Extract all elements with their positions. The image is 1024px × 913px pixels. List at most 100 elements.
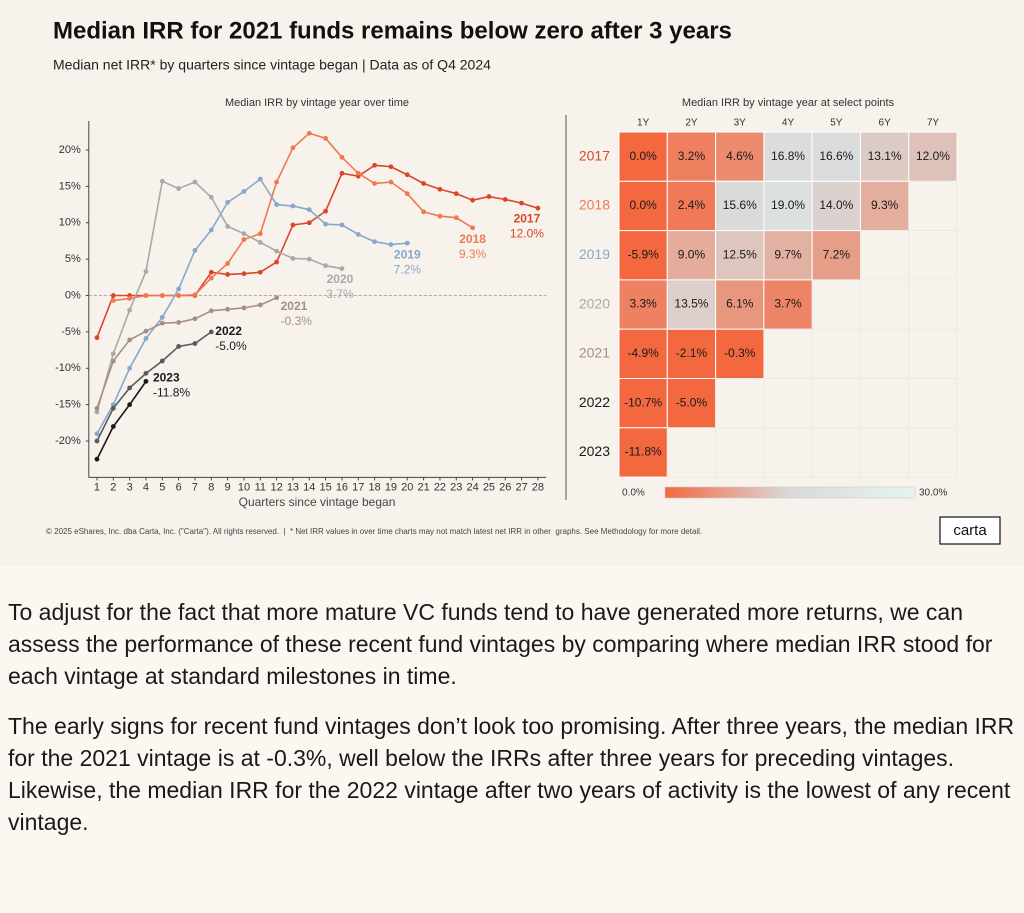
point [241, 271, 247, 277]
point [110, 405, 116, 411]
cell [811, 131, 862, 182]
logo: carta [953, 522, 987, 539]
y-tick-label: -10% [55, 362, 81, 374]
point [192, 316, 198, 322]
empty-cell [666, 427, 716, 478]
column-header: 4Y [782, 118, 795, 129]
point [225, 223, 231, 229]
column-header: 5Y [830, 118, 843, 129]
cell-label: -11.8% [625, 445, 662, 459]
chart: Median IRR for 2021 funds remains below … [46, 17, 1001, 545]
x-tick-label: 26 [499, 481, 511, 493]
point [453, 215, 459, 221]
row-label: 2023 [579, 443, 610, 459]
point [94, 409, 100, 415]
cell-label: -2.1% [676, 346, 708, 360]
point [257, 240, 263, 245]
article: To adjust for the fact that more mature … [8, 596, 1018, 856]
end-value-label: 7.2% [394, 262, 422, 276]
empty-cell [908, 328, 958, 379]
row-label: 2017 [579, 147, 610, 163]
end-value-label: 3.7% [326, 287, 354, 301]
cell-label: 16.8% [771, 149, 805, 163]
point [192, 292, 198, 298]
x-tick-label: 17 [352, 481, 364, 493]
cell [618, 427, 668, 478]
y-tick-label: 20% [59, 144, 81, 156]
x-tick-label: 19 [385, 481, 397, 493]
cell-label: 6.1% [726, 297, 754, 311]
cell [618, 230, 668, 281]
point [306, 220, 312, 226]
x-tick-label: 20 [401, 481, 413, 493]
paragraph: To adjust for the fact that more mature … [8, 599, 993, 689]
cell-label: 3.2% [678, 149, 706, 163]
point [437, 186, 443, 192]
cell-label: 7.2% [823, 247, 851, 261]
point [257, 302, 263, 308]
point [257, 269, 263, 275]
point [241, 305, 247, 311]
end-value-label: 9.3% [459, 247, 487, 261]
point [127, 385, 133, 391]
point [176, 293, 182, 298]
point [323, 208, 329, 214]
row-label: 2020 [579, 295, 610, 311]
cell-label: -5.9% [627, 247, 659, 261]
point [208, 275, 214, 281]
point [306, 130, 312, 136]
y-tick-label: 10% [59, 217, 81, 229]
point [470, 225, 476, 231]
series-line [96, 296, 277, 409]
point [502, 197, 508, 202]
cell [618, 328, 668, 380]
x-tick-label: 14 [303, 481, 315, 493]
x-axis-label: Quarters since vintage began [239, 495, 396, 509]
point [159, 358, 165, 364]
cell-label: 12.0% [916, 149, 950, 163]
point [110, 293, 116, 298]
cell-label: 0.0% [629, 149, 657, 163]
x-tick-label: 27 [515, 481, 527, 493]
point [143, 328, 149, 334]
point [208, 269, 214, 275]
cell-label: -0.3% [724, 346, 756, 360]
empty-cell [763, 378, 813, 429]
cell [666, 279, 717, 330]
point [176, 320, 182, 325]
point [372, 239, 378, 245]
point [355, 170, 361, 176]
point [339, 154, 345, 160]
point [94, 438, 100, 444]
end-value-label: -11.8% [153, 386, 190, 400]
point [208, 329, 214, 335]
empty-cell [908, 427, 958, 478]
empty-cell [860, 427, 910, 478]
x-tick-label: 4 [143, 481, 149, 493]
series-name-label: 2018 [459, 232, 486, 246]
point [290, 145, 296, 151]
point [110, 424, 116, 429]
point [388, 242, 394, 247]
cell-label: 16.6% [819, 149, 853, 163]
footer-note: © 2025 eShares, Inc. dba Carta, Inc. ("C… [46, 527, 702, 536]
column-header: 7Y [927, 118, 940, 129]
empty-cell [908, 378, 958, 429]
cell-label: 3.3% [629, 297, 657, 311]
end-value-label: 12.0% [510, 226, 544, 240]
point [208, 227, 214, 233]
point [143, 336, 149, 341]
point [127, 337, 133, 343]
x-tick-label: 21 [417, 481, 429, 493]
series-line [96, 331, 212, 442]
point [159, 293, 165, 298]
cell [666, 328, 717, 380]
point [470, 197, 476, 203]
x-tick-label: 6 [176, 481, 182, 493]
cell-label: 3.7% [774, 297, 802, 311]
point [127, 307, 133, 313]
empty-cell [811, 279, 861, 330]
point [339, 266, 345, 271]
point [257, 176, 263, 182]
